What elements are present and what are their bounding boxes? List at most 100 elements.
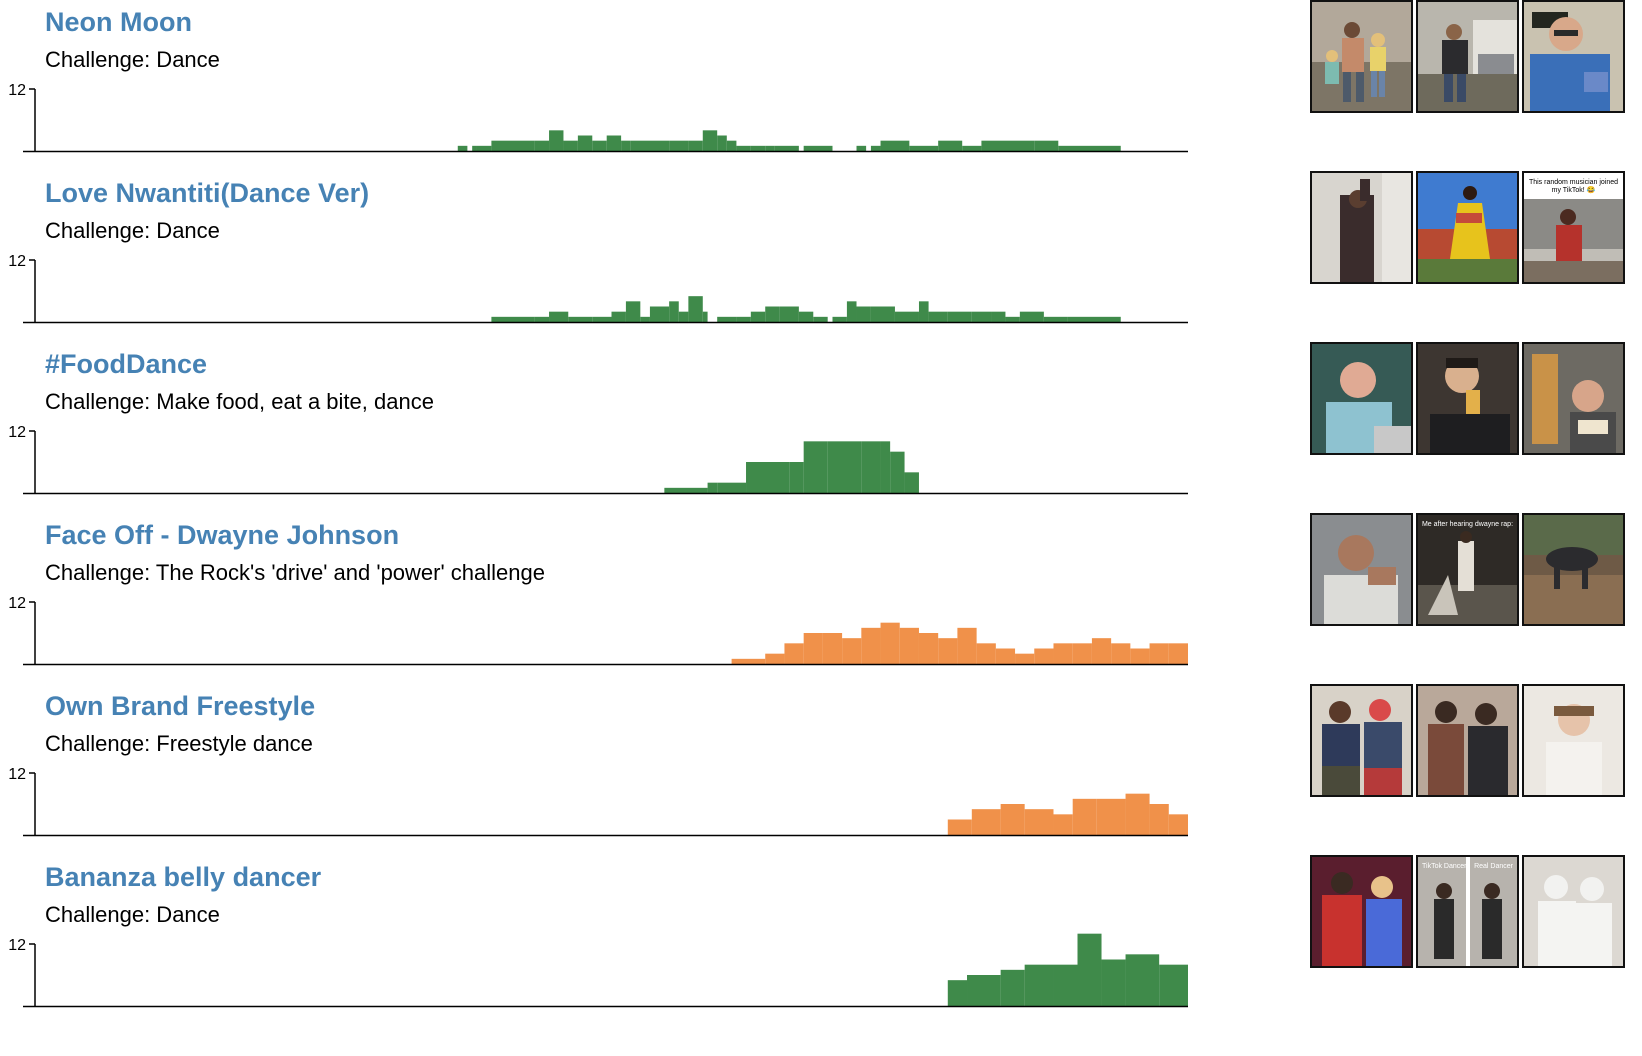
histogram-bar	[1034, 140, 1059, 151]
histogram-bar	[957, 627, 977, 664]
thumbnail-caption: This random musician joined my TikTok! 😂	[1528, 179, 1619, 194]
thumbnail-strip	[1310, 0, 1642, 118]
video-thumbnail[interactable]	[1310, 855, 1413, 968]
histogram-bar	[577, 135, 593, 151]
challenge-description: Challenge: Dance	[45, 902, 220, 927]
histogram-bar	[947, 311, 972, 322]
y-tick-label: 12	[8, 82, 26, 99]
histogram-bar	[890, 451, 905, 493]
histogram-bar	[563, 140, 578, 151]
histogram-bar	[846, 301, 857, 322]
video-thumbnail[interactable]: This random musician joined my TikTok! 😂	[1522, 171, 1625, 284]
video-thumbnail[interactable]	[1310, 171, 1413, 284]
histogram-bar	[856, 145, 867, 151]
histogram-bar	[976, 643, 996, 664]
histogram-chart: 12	[8, 82, 1188, 153]
video-thumbnail[interactable]	[1416, 342, 1519, 455]
histogram-bar	[880, 441, 891, 493]
histogram-bar	[880, 140, 910, 151]
histogram-bar	[592, 140, 607, 151]
histogram-chart: 12	[8, 595, 1188, 666]
histogram-bar	[765, 653, 785, 664]
thumbnail-strip: Me after hearing dwayne rap:	[1310, 513, 1642, 631]
histogram-bar	[803, 145, 833, 151]
histogram-bar	[1024, 809, 1054, 835]
histogram-bar	[669, 301, 679, 322]
video-thumbnail[interactable]	[1522, 684, 1625, 797]
histogram-bar	[606, 135, 622, 151]
histogram-bar	[649, 306, 670, 322]
video-thumbnail[interactable]	[1416, 171, 1519, 284]
challenge-description: Challenge: Dance	[45, 47, 220, 72]
song-title: Face Off - Dwayne Johnson	[45, 520, 400, 550]
video-thumbnail[interactable]	[1416, 684, 1519, 797]
y-tick-label: 12	[8, 595, 26, 612]
histogram-chart: 12	[8, 424, 1188, 495]
histogram-bar	[625, 301, 641, 322]
histogram-bar	[568, 316, 593, 322]
histogram-bar	[861, 627, 881, 664]
histogram-bar	[1091, 638, 1112, 664]
histogram-bar	[534, 140, 550, 151]
video-thumbnail[interactable]	[1310, 342, 1413, 455]
histogram-bar	[534, 316, 550, 322]
histogram-bar	[640, 316, 650, 322]
thumbnail-strip: TikTok Dancer Real Dancer	[1310, 855, 1642, 973]
chart-row-3: #FoodDance Challenge: Make food, eat a b…	[0, 342, 1642, 512]
histogram-bar	[750, 145, 766, 151]
histogram-bar	[1015, 653, 1035, 664]
histogram-bar	[702, 311, 708, 322]
histogram-bar	[1067, 316, 1121, 322]
song-title: Neon Moon	[45, 7, 192, 37]
histogram-bar	[827, 441, 862, 493]
histogram-bar	[1053, 814, 1073, 835]
histogram-bar	[1125, 954, 1160, 1006]
histogram-bar	[971, 311, 992, 322]
histogram-bar	[736, 145, 751, 151]
histogram-bar	[669, 140, 689, 151]
histogram-bar	[736, 316, 751, 322]
video-thumbnail[interactable]	[1416, 0, 1519, 113]
video-thumbnail[interactable]: Me after hearing dwayne rap:	[1416, 513, 1519, 626]
histogram-bar	[1034, 648, 1054, 664]
histogram-bar	[1168, 643, 1188, 664]
histogram-bar	[803, 633, 823, 664]
challenge-description: Challenge: The Rock's 'drive' and 'power…	[45, 560, 545, 585]
histogram-chart: 12	[8, 766, 1188, 837]
histogram-bar	[1043, 316, 1068, 322]
histogram-bar	[491, 316, 535, 322]
thumbnail-caption: Me after hearing dwayne rap:	[1421, 521, 1514, 528]
video-thumbnail[interactable]	[1310, 684, 1413, 797]
challenge-description: Challenge: Freestyle dance	[45, 731, 313, 756]
histogram-bar	[1077, 933, 1102, 1006]
histogram-bar	[1125, 793, 1150, 835]
histogram-bar	[1168, 814, 1188, 835]
video-thumbnail[interactable]	[1310, 0, 1413, 113]
histogram-bar	[702, 130, 718, 151]
histogram-bar	[861, 441, 881, 493]
video-thumbnail[interactable]	[1522, 342, 1625, 455]
histogram-bar	[938, 140, 963, 151]
histogram-bar	[1130, 648, 1150, 664]
histogram-bar	[909, 145, 939, 151]
video-thumbnail[interactable]	[1522, 855, 1625, 968]
video-thumbnail[interactable]	[1522, 0, 1625, 113]
video-thumbnail[interactable]: TikTok Dancer Real Dancer	[1416, 855, 1519, 968]
histogram-bar	[1058, 145, 1121, 151]
song-title: Love Nwantiti(Dance Ver)	[45, 178, 370, 208]
video-thumbnail[interactable]	[1310, 513, 1413, 626]
histogram-bar	[779, 306, 799, 322]
histogram-bar	[1159, 964, 1188, 1006]
histogram-bar	[457, 145, 468, 151]
histogram-bar	[1019, 311, 1044, 322]
histogram-bar	[962, 145, 982, 151]
histogram-bar	[726, 140, 737, 151]
histogram-bar	[1000, 804, 1025, 835]
histogram-bar	[688, 296, 703, 322]
histogram-bar	[1072, 643, 1092, 664]
histogram-bar	[880, 622, 900, 664]
histogram-bar	[798, 311, 814, 322]
video-thumbnail[interactable]	[1522, 513, 1625, 626]
histogram-bar	[803, 441, 828, 493]
histogram-bar	[688, 140, 703, 151]
